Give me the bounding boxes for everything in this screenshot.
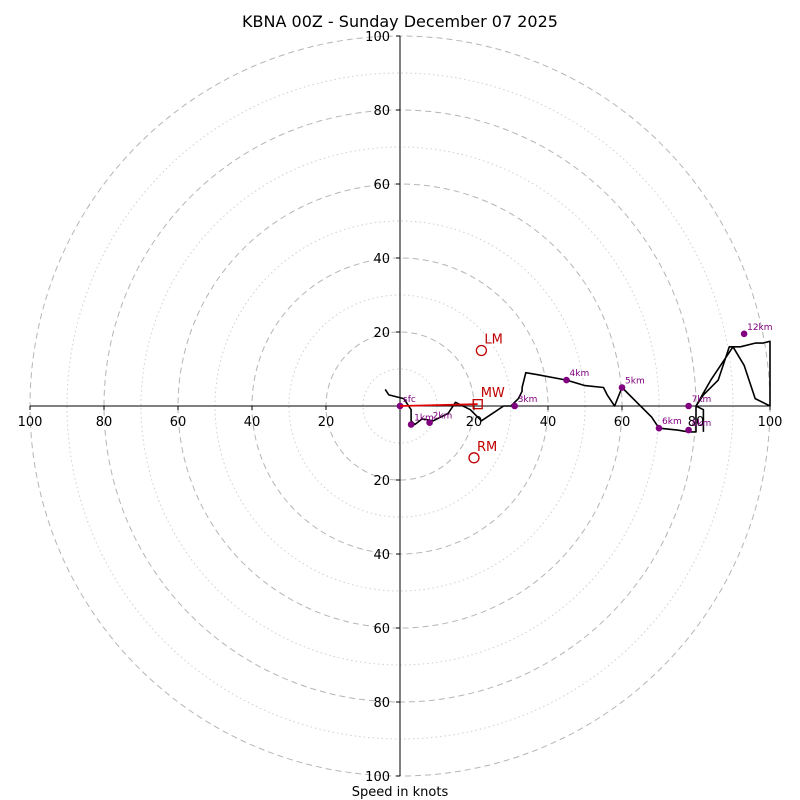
hodograph-line bbox=[384, 340, 771, 433]
storm-motion-marker-rm bbox=[468, 452, 480, 464]
height-marker-2km bbox=[426, 419, 433, 426]
height-marker-6km bbox=[655, 424, 663, 432]
chart-title: KBNA 00Z - Sunday December 07 2025 bbox=[242, 12, 558, 31]
shear-vector-line bbox=[399, 403, 478, 407]
storm-motion-markers: LM RM MW bbox=[399, 333, 505, 464]
height-marker-5km bbox=[618, 384, 626, 391]
y-tick-label: 60 bbox=[373, 178, 390, 193]
storm-motion-label-lm: LM bbox=[484, 333, 502, 348]
y-tick-label: 20 bbox=[373, 474, 390, 489]
height-label-6km: 6km bbox=[662, 417, 682, 427]
x-tick-label: 60 bbox=[614, 415, 631, 430]
storm-motion-marker-mw bbox=[472, 398, 483, 410]
x-tick-label: 60 bbox=[170, 415, 187, 430]
storm-motion-marker-lm bbox=[475, 344, 488, 357]
y-tick-label: 100 bbox=[365, 30, 390, 45]
height-label-8km: 8km bbox=[692, 419, 712, 429]
y-tick-label: 20 bbox=[373, 326, 390, 341]
x-tick-label: 100 bbox=[758, 415, 783, 430]
height-label-2km: 2km bbox=[433, 412, 453, 422]
y-tick-label: 40 bbox=[373, 548, 390, 563]
height-marker-12km bbox=[740, 330, 748, 338]
height-label-5km: 5km bbox=[625, 377, 645, 387]
y-tick-label: 60 bbox=[373, 622, 390, 637]
height-label-1km: 1km bbox=[414, 414, 434, 424]
height-label-12km: 12km bbox=[747, 323, 772, 333]
storm-motion-label-mw: MW bbox=[481, 386, 505, 401]
height-marker-7km bbox=[685, 402, 692, 410]
x-tick-label: 40 bbox=[244, 415, 261, 430]
tick-labels: 100 80 60 40 20 20 40 60 80 100 100 80 60 40 20 20 40 60 8… bbox=[18, 30, 783, 785]
x-tick-label: 40 bbox=[540, 415, 557, 430]
y-tick-label: 80 bbox=[373, 104, 390, 119]
y-tick-label: 40 bbox=[373, 252, 390, 267]
y-tick-label: 100 bbox=[365, 770, 390, 785]
height-label-7km: 7km bbox=[692, 395, 712, 405]
x-axis-label: Speed in knots bbox=[352, 785, 449, 800]
height-marker-4km bbox=[563, 376, 570, 384]
height-marker-8km bbox=[685, 426, 692, 434]
x-tick-label: 20 bbox=[318, 415, 335, 430]
x-tick-label: 80 bbox=[96, 415, 113, 430]
height-label-sfc: sfc bbox=[403, 395, 416, 405]
x-tick-label: 100 bbox=[18, 415, 43, 430]
y-tick-label: 80 bbox=[373, 696, 390, 711]
height-marker-1km bbox=[407, 421, 415, 428]
height-label-4km: 4km bbox=[570, 369, 590, 379]
x-tick-label: 20 bbox=[466, 415, 483, 430]
storm-motion-label-rm: RM bbox=[477, 440, 497, 455]
height-marker-3km bbox=[511, 402, 518, 410]
hodograph-trace bbox=[384, 340, 771, 433]
height-label-3km: 3km bbox=[518, 395, 538, 405]
